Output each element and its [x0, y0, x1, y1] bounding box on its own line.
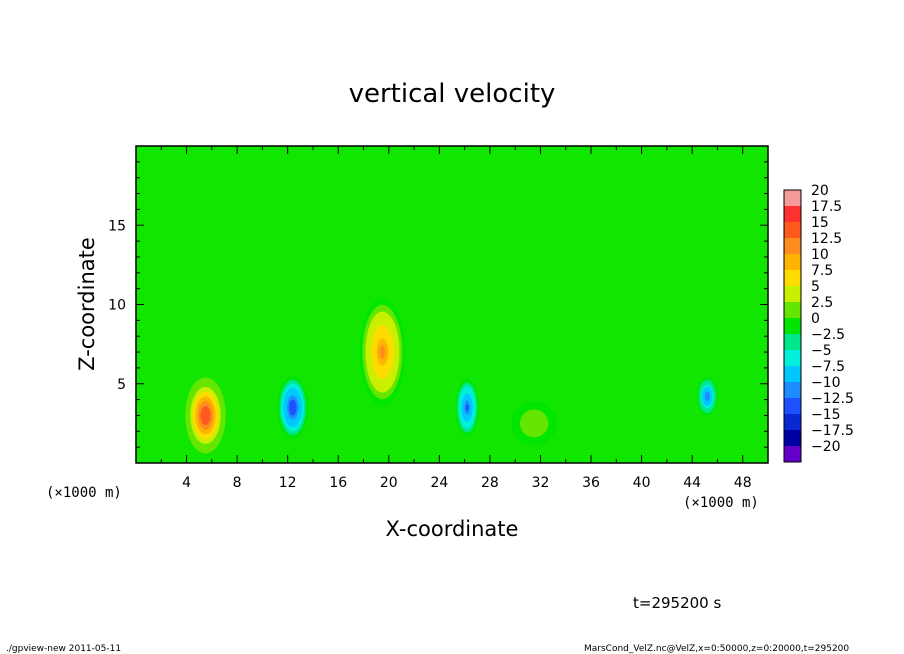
- x-axis-title: X-coordinate: [386, 517, 519, 541]
- colorbar-swatch: [784, 206, 801, 223]
- updraft-cell: [359, 298, 406, 406]
- contour-level: [531, 420, 538, 427]
- footer-right: MarsCond_VelZ.nc@VelZ,x=0:50000,z=0:2000…: [584, 644, 849, 654]
- colorbar-swatch: [784, 254, 801, 271]
- contour-level: [379, 345, 386, 359]
- x-axis-unit-right: (×1000 m): [683, 495, 759, 511]
- colorbar: 2017.51512.5107.552.50−2.5−5−7.5−10−12.5…: [783, 183, 854, 463]
- x-tick-label: 44: [683, 475, 701, 491]
- colorbar-swatch: [784, 398, 801, 415]
- contour-level: [706, 394, 709, 399]
- colorbar-swatch: [784, 222, 801, 239]
- x-tick-label: 8: [233, 475, 242, 491]
- colorbar-swatch: [784, 430, 801, 447]
- y-tick-label: 5: [117, 377, 126, 393]
- x-tick-label: 28: [481, 475, 499, 491]
- colorbar-label: 0: [811, 311, 820, 327]
- colorbar-label: 5: [811, 279, 820, 295]
- colorbar-swatch: [784, 446, 801, 463]
- velocity-field: [185, 298, 718, 454]
- downdraft-cell: [455, 378, 479, 437]
- colorbar-label: 7.5: [811, 263, 833, 279]
- colorbar-label: −10: [811, 375, 841, 391]
- y-tick-label: 15: [108, 218, 126, 234]
- colorbar-label: 12.5: [811, 231, 842, 247]
- y-axis-title: Z-coordinate: [75, 237, 99, 371]
- x-axis-unit-left: (×1000 m): [46, 485, 122, 501]
- x-tick-label: 36: [582, 475, 600, 491]
- downdraft-cell: [277, 375, 308, 440]
- colorbar-label: −17.5: [811, 423, 854, 439]
- colorbar-label: −12.5: [811, 391, 854, 407]
- colorbar-swatch: [784, 382, 801, 399]
- x-tick-label: 4: [182, 475, 191, 491]
- colorbar-swatch: [784, 318, 801, 335]
- colorbar-label: −20: [811, 439, 841, 455]
- colorbar-swatch: [784, 286, 801, 303]
- x-axis-ticks: 4 8 12 16 20 24 28 32 36 40 44 48: [160, 146, 752, 491]
- colorbar-label: 10: [811, 247, 829, 263]
- plot-area: [135, 145, 769, 464]
- colorbar-swatch: [784, 414, 801, 431]
- downdraft-cell: [697, 377, 718, 416]
- x-tick-label: 40: [633, 475, 651, 491]
- x-tick-label: 48: [734, 475, 752, 491]
- colorbar-label: −7.5: [811, 359, 845, 375]
- x-tick-label: 32: [532, 475, 550, 491]
- colorbar-swatch: [784, 190, 801, 207]
- colorbar-label: 2.5: [811, 295, 833, 311]
- colorbar-label: −2.5: [811, 327, 845, 343]
- colorbar-swatch: [784, 302, 801, 319]
- time-annotation: t=295200 s: [633, 594, 721, 612]
- colorbar-swatch: [784, 350, 801, 367]
- chart-title: vertical velocity: [349, 79, 556, 109]
- x-tick-label: 20: [380, 475, 398, 491]
- contour-level: [290, 403, 295, 412]
- colorbar-label: −15: [811, 407, 841, 423]
- colorbar-swatch: [784, 366, 801, 383]
- plot-background: [136, 146, 768, 463]
- colorbar-label: 20: [811, 183, 829, 199]
- contour-level: [202, 410, 209, 421]
- updraft-cell: [511, 401, 557, 446]
- x-tick-label: 12: [279, 475, 297, 491]
- y-tick-label: 10: [108, 298, 126, 314]
- x-tick-label: 16: [329, 475, 347, 491]
- colorbar-swatch: [784, 334, 801, 351]
- colorbar-label: 17.5: [811, 199, 842, 215]
- colorbar-swatch: [784, 238, 801, 255]
- colorbar-swatch: [784, 270, 801, 287]
- colorbar-frame: [783, 189, 802, 463]
- colorbar-label: −5: [811, 343, 832, 359]
- contour-level: [465, 403, 469, 412]
- updraft-cell: [185, 377, 226, 454]
- colorbar-label: 15: [811, 215, 829, 231]
- y-axis-ticks: 5 10 15: [108, 161, 768, 448]
- x-tick-label: 24: [430, 475, 448, 491]
- footer-left: ./gpview-new 2011-05-11: [6, 644, 121, 654]
